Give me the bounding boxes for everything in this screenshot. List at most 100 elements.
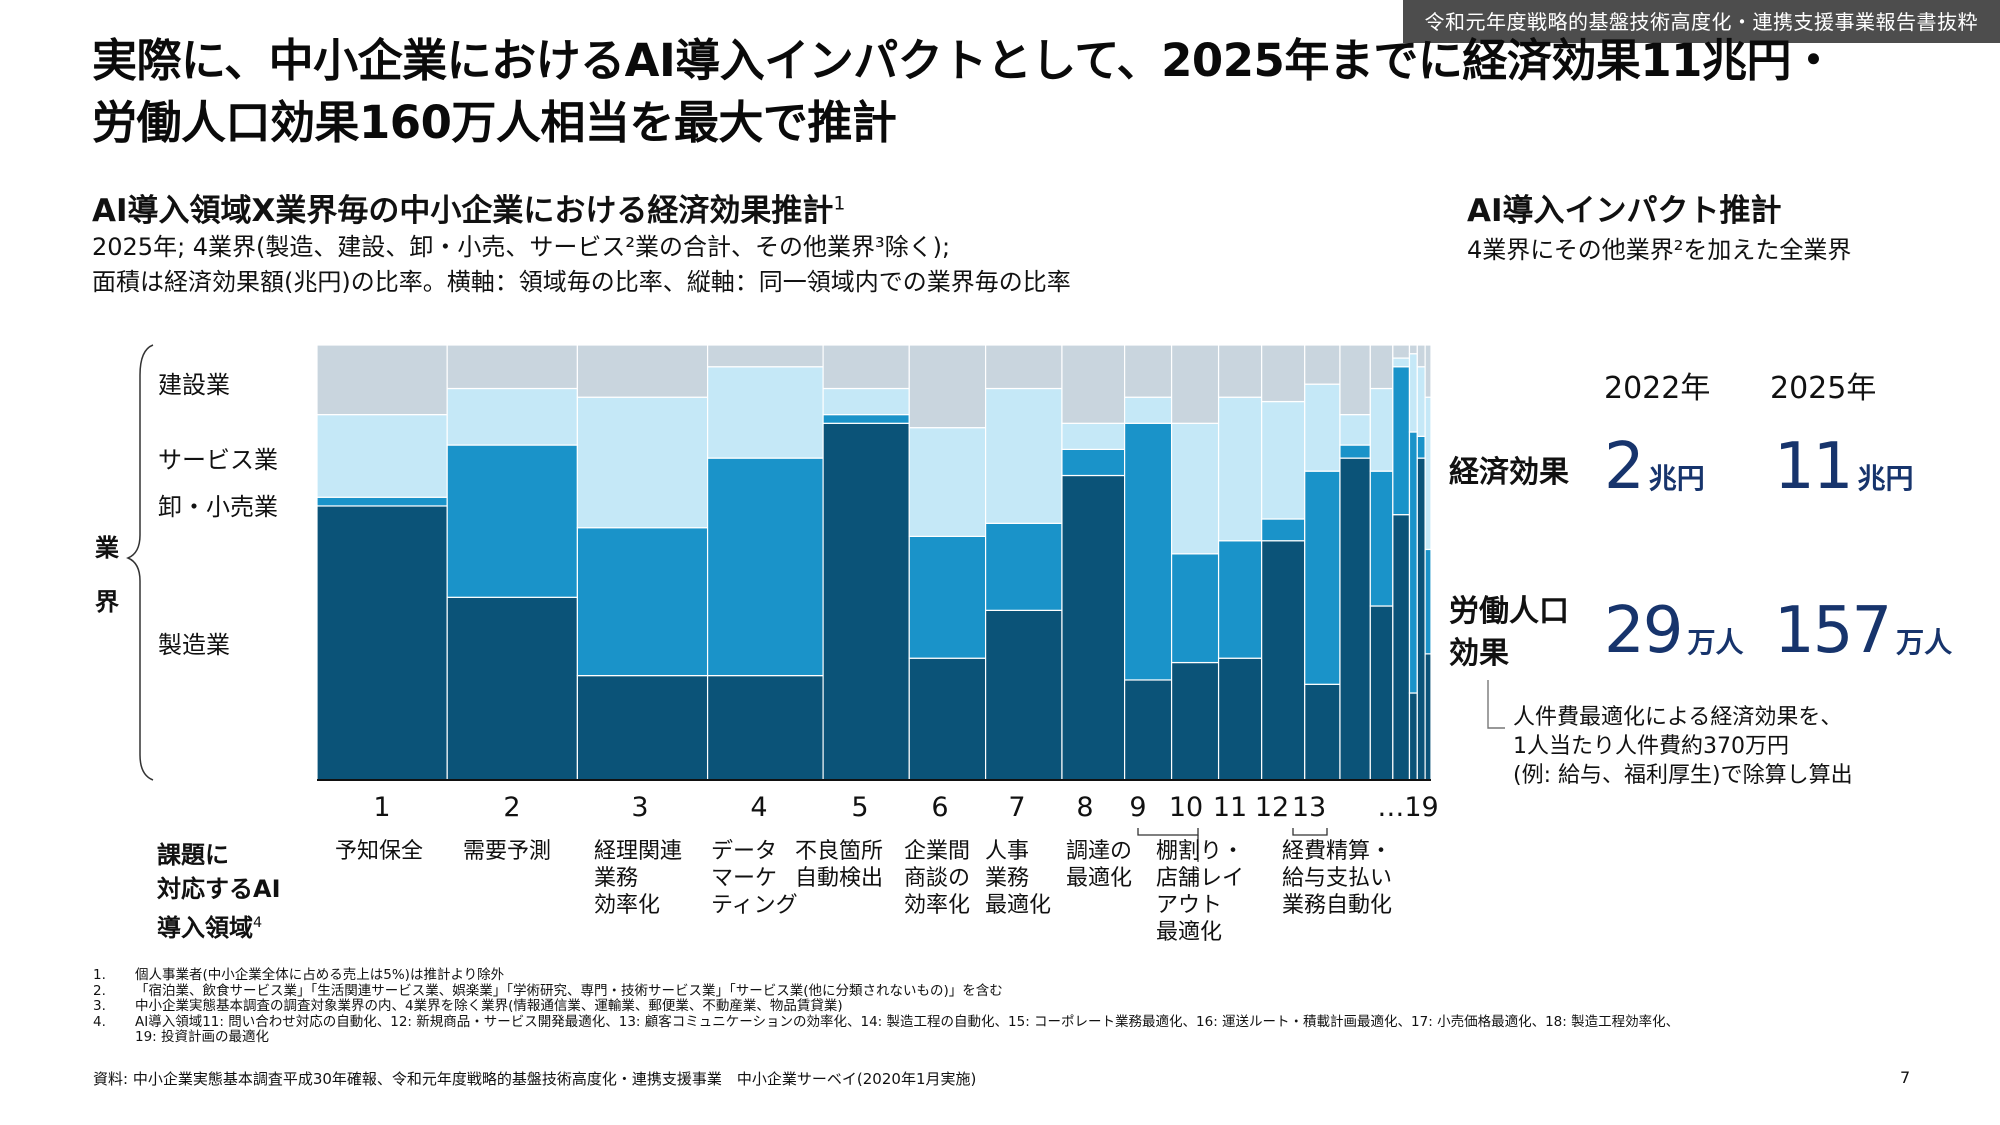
mekko-cell-area11-series3 (1217, 344, 1263, 398)
mekko-cell-area8-series3 (1061, 344, 1126, 424)
mekko-cell-area5-series1 (822, 414, 910, 424)
x-tick-9: 9 (1129, 792, 1147, 823)
mekko-cell-area18-series2 (1416, 366, 1426, 437)
mekko-cell-area1-series0 (316, 505, 448, 781)
mekko-cell-area7-series0 (984, 609, 1063, 781)
x-tick-3: 3 (631, 792, 649, 823)
area-label-7: 人事 業務 最適化 (985, 839, 1052, 918)
page-title-line1: 実際に、中小企業におけるAI導入インパクトとして、2025年までに経済効果11兆… (92, 34, 1836, 87)
area-label-2: 需要予測 (463, 839, 552, 864)
mekko-cell-area11-series2 (1217, 396, 1263, 542)
mekko-cell-area3-series1 (576, 527, 709, 677)
mekko-cell-area14-series2 (1339, 414, 1371, 446)
mekko-cell-area3-series2 (576, 396, 709, 529)
labor-effect-label: 労働人口 効果 (1449, 591, 1569, 675)
mekko-cell-area13-series2 (1304, 383, 1341, 472)
mekko-cell-area10-series3 (1170, 344, 1220, 424)
mekko-cell-area5-series2 (822, 387, 910, 416)
mekko-cell-area2-series3 (446, 344, 578, 390)
mekko-cell-area16-series1 (1392, 366, 1411, 516)
mekko-cell-area12-series1 (1261, 518, 1306, 542)
labor-effect-label-line1: 労働人口 (1449, 594, 1569, 629)
mekko-cell-area17-series1 (1408, 431, 1418, 694)
mekko-cell-area9-series2 (1124, 396, 1173, 424)
area-label-4: データ マーケ ティング (711, 839, 798, 918)
impact-description: 4業界にその他業界²を加えた全業界 (1467, 236, 1852, 264)
area-label-5: 不良箇所 自動検出 (795, 839, 884, 891)
labor-effect-2025-unit: 万人 (1896, 626, 1953, 659)
year-2022: 2022年 (1604, 371, 1711, 406)
mekko-cell-area16-series2 (1392, 357, 1411, 368)
report-source-tag: 令和元年度戦略的基盤技術高度化・連携支援事業報告書抜粋 (1402, 0, 2000, 43)
chart-title: AI導入領域X業界毎の中小企業における経済効果推計1 (92, 185, 845, 230)
economic-effect-2022-value: 2 (1604, 430, 1645, 504)
area-label-9-10: 棚割り・ 店舗レイ アウト 最適化 (1156, 839, 1245, 945)
mekko-cell-area8-series1 (1061, 448, 1126, 477)
mekko-cell-area11-series1 (1217, 540, 1263, 659)
footnotes: 1. 個人事業者(中小企業全体に占める売上は5%)は推計より除外 2. 「宿泊業、飲… (93, 967, 1679, 1046)
mekko-cell-area9-series3 (1124, 344, 1173, 398)
chart-description-line2: 面積は経済効果額(兆円)の比率。横軸：領域毎の比率、縦軸：同一領域内での業界毎の… (92, 268, 1071, 296)
mekko-cell-area18-series3 (1416, 344, 1426, 368)
mekko-cell-area13-series1 (1304, 470, 1341, 685)
x-tick-4: 4 (750, 792, 768, 823)
mekko-cell-area16-series3 (1392, 344, 1411, 359)
mekko-cell-area14-series0 (1339, 457, 1371, 781)
mekko-cell-area14-series3 (1339, 344, 1371, 416)
economic-effect-2025: 11 兆円 (1774, 430, 1913, 504)
source-note: 資料: 中小企業実態基本調査平成30年確報、令和元年度戦略的基盤技術高度化・連携… (93, 1070, 977, 1088)
area-label-3: 経理関連 業務 効率化 (594, 839, 683, 918)
x-tick-5: 5 (851, 792, 869, 823)
labor-effect-2025-value: 157 (1774, 594, 1892, 668)
economic-effect-2022: 2 兆円 (1604, 430, 1705, 504)
mekko-cell-area18-series1 (1416, 435, 1426, 459)
mekko-cell-area4-series1 (706, 457, 824, 677)
mekko-cell-area12-series0 (1261, 540, 1306, 781)
industry-label-wholesale-retail: 卸・小売業 (158, 493, 278, 521)
mekko-cell-area4-series0 (706, 674, 824, 781)
mekko-cell-area7-series2 (984, 387, 1063, 524)
mekko-cell-area10-series1 (1170, 553, 1220, 664)
mekko-cell-area3-series0 (576, 674, 709, 781)
mekko-cell-area9-series0 (1124, 679, 1173, 781)
mekko-cell-area6-series3 (908, 344, 987, 429)
mekko-cell-area4-series2 (706, 366, 824, 459)
economic-effect-2025-value: 11 (1774, 430, 1853, 504)
mekko-cell-area19-series1 (1424, 548, 1432, 655)
mekko-cell-area6-series1 (908, 535, 987, 659)
mekko-cell-area18-series0 (1416, 457, 1426, 781)
labor-effect-2025: 157 万人 (1774, 594, 1952, 668)
mekko-cell-area2-series1 (446, 444, 578, 598)
x-tick-13: 13 (1291, 792, 1327, 823)
mekko-cell-area6-series0 (908, 657, 987, 781)
area-label-6: 企業間 商談の 効率化 (904, 839, 971, 918)
labor-effect-2022-value: 29 (1604, 594, 1683, 668)
mekko-cell-area15-series2 (1369, 387, 1394, 472)
mekko-cell-area10-series2 (1170, 422, 1220, 555)
x-tick-6: 6 (931, 792, 949, 823)
mekko-cell-area12-series2 (1261, 400, 1306, 520)
industry-label-services: サービス業 (158, 446, 278, 474)
mekko-cell-area5-series0 (822, 422, 910, 781)
mekko-cell-area17-series3 (1408, 344, 1418, 355)
industry-label-construction: 建設業 (158, 371, 230, 399)
x-tick-10: 10 (1168, 792, 1204, 823)
chart-description: 2025年; 4業界(製造、建設、卸・小売、サービス²業の合計、その他業界³除く… (92, 230, 1071, 300)
mekko-cell-area3-series3 (576, 344, 709, 398)
mekko-cell-area13-series0 (1304, 683, 1341, 781)
mekko-cell-area15-series0 (1369, 605, 1394, 781)
footnote-1: 1. 個人事業者(中小企業全体に占める売上は5%)は推計より除外 (93, 967, 505, 983)
x-axis-footnote-mark: 4 (253, 915, 263, 931)
mekko-cell-area9-series1 (1124, 422, 1173, 681)
chart-title-footnote-mark: 1 (833, 193, 846, 215)
area-label-1: 予知保全 (335, 839, 424, 864)
area-label-11-13: 経費精算・ 給与支払い 業務自動化 (1282, 839, 1393, 918)
economic-effect-2025-unit: 兆円 (1857, 462, 1914, 495)
x-tick-11: 11 (1212, 792, 1248, 823)
footnote-2: 2. 「宿泊業、飲食サービス業」「生活関連サービス業、娯楽業」「学術研究、専門・技… (93, 982, 1003, 999)
mekko-cell-area12-series3 (1261, 344, 1306, 403)
x-tick-8: 8 (1076, 792, 1094, 823)
mekko-cell-area6-series2 (908, 427, 987, 537)
year-2025: 2025年 (1770, 371, 1877, 406)
x-axis-title: 課題に 対応するAI 導入領域4 (157, 838, 281, 945)
